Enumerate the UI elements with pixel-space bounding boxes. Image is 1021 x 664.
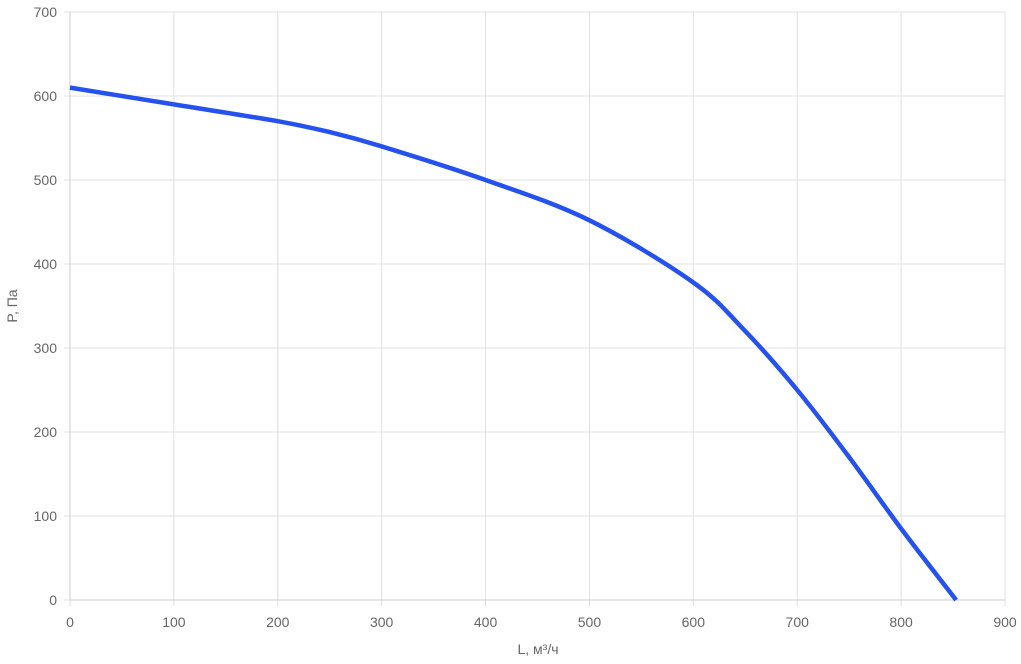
x-tick-label: 100 <box>162 614 186 630</box>
y-tick-label: 300 <box>34 340 58 356</box>
x-tick-label: 300 <box>370 614 394 630</box>
y-tick-label: 100 <box>34 508 58 524</box>
y-tick-label: 500 <box>34 172 58 188</box>
y-tick-label: 200 <box>34 424 58 440</box>
y-tick-label: 600 <box>34 88 58 104</box>
x-tick-label: 900 <box>993 614 1017 630</box>
y-axis-ticks: 0 100 200 300 400 500 600 700 <box>34 4 58 608</box>
x-axis-ticks: 0 100 200 300 400 500 600 700 800 900 <box>66 614 1017 630</box>
x-tick-label: 500 <box>578 614 602 630</box>
x-tick-label: 700 <box>786 614 810 630</box>
series-line <box>69 85 958 602</box>
x-tick-label: 800 <box>889 614 913 630</box>
x-tick-label: 600 <box>682 614 706 630</box>
series-group <box>69 85 958 602</box>
grid <box>64 11 1006 606</box>
x-tick-label: 0 <box>66 614 74 630</box>
x-axis-title: L, м³/ч <box>517 641 558 657</box>
x-tick-label: 400 <box>474 614 498 630</box>
y-tick-label: 0 <box>49 592 57 608</box>
axes <box>69 12 1005 601</box>
y-tick-label: 700 <box>34 4 58 20</box>
x-tick-label: 200 <box>266 614 290 630</box>
y-tick-label: 400 <box>34 256 58 272</box>
y-axis-title: P, Па <box>4 289 20 322</box>
